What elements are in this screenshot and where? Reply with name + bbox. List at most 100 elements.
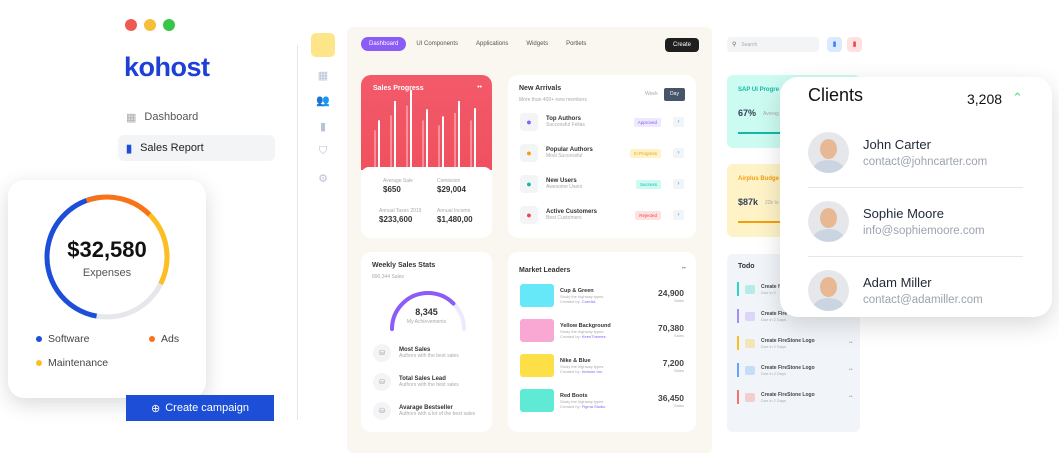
puzzle-icon: ●	[520, 175, 538, 193]
checkbox[interactable]	[745, 338, 755, 348]
tab-applications[interactable]: Applications	[476, 41, 509, 47]
bar-chart-icon[interactable]: ▮	[319, 121, 327, 133]
sales-bars	[374, 90, 476, 170]
client-item[interactable]: Adam Miller contact@adamiller.com	[808, 270, 983, 311]
sales-bar	[438, 125, 440, 170]
checkbox[interactable]	[745, 365, 755, 375]
divider	[297, 45, 298, 420]
expenses-amount: $32,580	[67, 237, 147, 262]
chart-icon-button[interactable]: ▮	[827, 37, 842, 52]
tab-dashboard[interactable]: Dashboard	[361, 37, 407, 51]
donut-segment-software	[44, 194, 170, 320]
market-leaders-card: Market Leaders •• Cup & Green Study the h…	[508, 252, 696, 432]
cart-icon: ⛁	[373, 373, 391, 391]
legend-maintenance: Maintenance	[36, 357, 108, 369]
arrival-item[interactable]: ● Popular Authors Most Successful In Progre…	[520, 144, 684, 162]
tab-portlets[interactable]: Portlets	[566, 41, 587, 47]
client-avatar	[808, 270, 849, 311]
list-item: ⛁ Total Sales Lead Authors with the best s…	[373, 373, 480, 391]
search-input[interactable]: ⚲ Search	[727, 37, 819, 52]
weekly-sales-card: Weekly Sales Stats 890,344 Sales 8,345 M…	[361, 252, 492, 432]
client-item[interactable]: Sophie Moore info@sophiemoore.com	[808, 201, 985, 242]
more-icon[interactable]: ••	[477, 84, 482, 91]
create-button[interactable]: Create	[665, 38, 700, 52]
telegram-icon: ●	[520, 144, 538, 162]
avatar[interactable]	[311, 33, 335, 57]
window-minimize-button[interactable]	[144, 19, 156, 31]
settings-icon[interactable]: ⚙	[318, 173, 328, 185]
cart-icon: ⛁	[373, 402, 391, 420]
nav-dashboard[interactable]: ▦ Dashboard	[126, 111, 199, 124]
checkbox[interactable]	[745, 284, 755, 294]
bar-chart-icon: ▮	[126, 142, 133, 155]
card-title: Sales Progress	[373, 85, 424, 92]
sales-bar	[474, 108, 476, 170]
arrival-item[interactable]: ● New Users Awesome Users Success ›	[520, 175, 684, 193]
plus-circle-icon: ⊕	[151, 402, 161, 415]
nav-sales-report[interactable]: ▮ Sales Report	[118, 135, 275, 161]
donut-segment-maintenance	[44, 194, 170, 320]
market-item[interactable]: Cup & Green Study the highway types Create…	[520, 284, 684, 307]
list-item: ⛁ Most Sales Authors with the best sales	[373, 344, 480, 362]
client-item[interactable]: John Carter contact@johncarter.com	[808, 132, 987, 173]
legend-ads: Ads	[149, 333, 179, 345]
more-icon[interactable]: ••	[681, 266, 686, 272]
divider	[808, 187, 1023, 188]
arrow-right-icon[interactable]: ›	[673, 148, 684, 158]
todo-item[interactable]: Create FireStone Logo Due in 2 Days ••	[737, 390, 853, 404]
pause-icon-button[interactable]: ▮	[847, 37, 862, 52]
new-arrivals-card: New Arrivals More than 400+ new members …	[508, 75, 696, 238]
product-image	[520, 389, 554, 412]
tab-ui-components[interactable]: UI Components	[416, 41, 459, 47]
market-item[interactable]: Nike & Blue Study the highway types Create…	[520, 354, 684, 377]
product-image	[520, 284, 554, 307]
day-toggle[interactable]: Day	[664, 88, 685, 101]
create-campaign-button[interactable]: ⊕ Create campaign	[126, 395, 274, 421]
status-badge: Success	[635, 179, 661, 189]
p-logo-icon: ●	[520, 113, 538, 131]
status-badge: Rejected	[635, 210, 661, 220]
sales-bar	[406, 105, 408, 170]
window-maximize-button[interactable]	[163, 19, 175, 31]
sales-progress-card: Sales Progress •• Average Sale $650 Comi…	[361, 75, 492, 238]
search-icon: ⚲	[732, 42, 737, 48]
status-badge: In Progress	[629, 148, 661, 158]
arrow-right-icon[interactable]: ›	[673, 179, 684, 189]
logo: kohost	[124, 52, 210, 82]
sales-bar	[374, 130, 376, 170]
arrival-item[interactable]: ● Top Authors Successful Fellas Approved ›	[520, 113, 684, 131]
sales-bar	[458, 101, 460, 170]
todo-item[interactable]: Create FireStone Logo Due in 2 Days ••	[737, 363, 853, 377]
dashboard-panel: Dashboard UI Components Applications Wid…	[347, 27, 712, 453]
market-item[interactable]: Yellow Background Study the highway types…	[520, 319, 684, 342]
arrow-right-icon[interactable]: ›	[673, 117, 684, 127]
donut-segment-ads	[44, 194, 170, 320]
sales-bar	[426, 109, 428, 170]
trend-up-icon: ⌃	[1012, 90, 1023, 105]
client-avatar	[808, 132, 849, 173]
window-close-button[interactable]	[125, 19, 137, 31]
sales-bar	[390, 115, 392, 170]
tab-widgets[interactable]: Widgets	[526, 41, 549, 47]
divider	[808, 256, 1023, 257]
expenses-card: $32,580 Expenses Software Ads Maintenanc…	[8, 180, 206, 398]
users-icon[interactable]: 👥	[316, 95, 330, 107]
clients-card: Clients 3,208 ⌃ John Carter contact@johnc…	[780, 77, 1052, 317]
legend-software: Software	[36, 333, 89, 345]
b-logo-icon: ●	[520, 206, 538, 224]
checkbox[interactable]	[745, 392, 755, 402]
list-item: ⛁ Avarage Bestseller Authors with a lot of…	[373, 402, 480, 420]
market-item[interactable]: Red Boots Study the highway types Created …	[520, 389, 684, 412]
achievement-gauge	[390, 291, 466, 331]
todo-item[interactable]: Create FireStone Logo Due in 2 Days ••	[737, 336, 853, 350]
shield-icon[interactable]: ⛉	[318, 145, 328, 157]
arrow-right-icon[interactable]: ›	[673, 210, 684, 220]
grid-icon[interactable]: ▦	[317, 70, 329, 82]
sales-bar	[470, 120, 472, 170]
sales-bar	[422, 120, 424, 170]
week-toggle[interactable]: Week	[645, 91, 658, 97]
checkbox[interactable]	[745, 311, 755, 321]
arrival-item[interactable]: ● Active Customers Best Customers Rejected ›	[520, 206, 684, 224]
